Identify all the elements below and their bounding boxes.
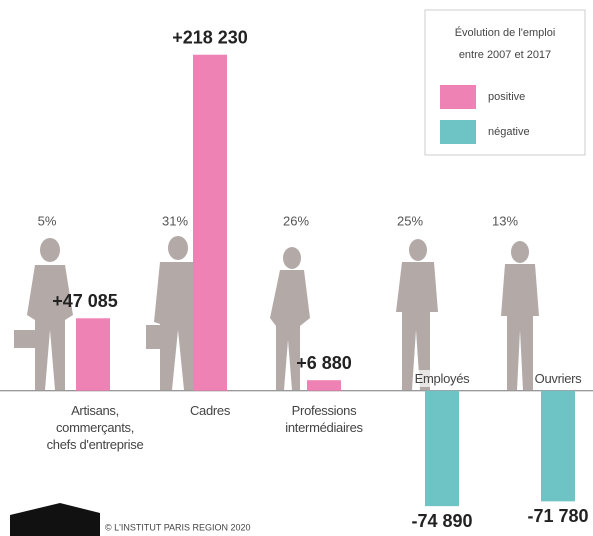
category-label: Cadres [189, 403, 231, 418]
share-label: 26% [283, 213, 309, 228]
category-label: Employés [414, 370, 470, 387]
silhouettes [14, 236, 539, 390]
legend-swatch [440, 120, 476, 144]
legend-title: Évolution de l'emploi [455, 26, 556, 39]
legend-label: positive [488, 91, 525, 103]
legend-title: entre 2007 et 2017 [459, 49, 551, 61]
legend-swatch [440, 85, 476, 109]
category-label: Professions intermédiaires [285, 403, 363, 435]
value-label: -71 780 [527, 506, 588, 526]
value-label: +218 230 [172, 27, 248, 47]
value-label: -74 890 [411, 511, 472, 531]
value-label: +6 880 [296, 353, 352, 373]
legend-label: négative [488, 126, 530, 138]
logo [10, 503, 100, 536]
footer: © L'INSTITUT PARIS REGION 2020 [105, 522, 251, 532]
category-label: Ouvriers [534, 370, 582, 387]
share-label: 5% [38, 213, 57, 228]
bar [425, 390, 459, 507]
bar [76, 318, 110, 391]
category-label: Artisans, commerçants, chefs d'entrepris… [46, 403, 144, 452]
share-label: 13% [492, 213, 518, 228]
bar [541, 390, 575, 502]
bar [193, 54, 227, 391]
share-label: 31% [162, 213, 188, 228]
bar [307, 380, 341, 391]
share-label: 25% [397, 213, 423, 228]
value-label: +47 085 [52, 291, 118, 311]
